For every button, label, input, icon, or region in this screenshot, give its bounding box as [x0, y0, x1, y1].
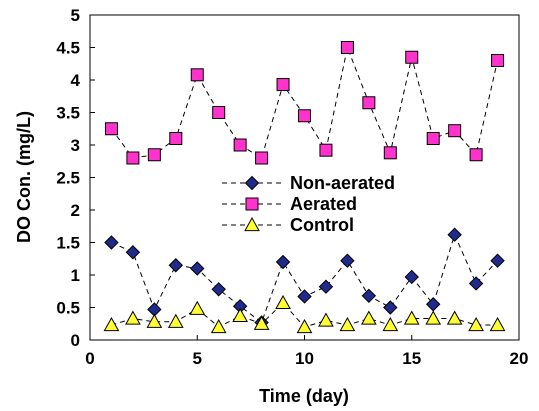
y-tick-label: 1 — [71, 266, 80, 285]
data-point — [189, 300, 206, 315]
data-point — [296, 318, 313, 334]
legend-marker — [245, 197, 259, 211]
data-point — [147, 148, 161, 162]
legend-item: Aerated — [222, 194, 357, 214]
y-tick-label: 3.5 — [56, 104, 80, 123]
data-point — [426, 132, 440, 145]
legend-item: Control — [222, 215, 354, 235]
data-point — [447, 227, 462, 242]
series-layer — [103, 41, 506, 334]
y-tick-label: 1.5 — [56, 234, 80, 253]
data-point — [125, 310, 141, 325]
data-point — [211, 282, 226, 297]
data-point — [255, 151, 269, 165]
y-tick-label: 0 — [71, 331, 80, 350]
data-point — [276, 78, 290, 92]
data-point — [469, 148, 483, 162]
y-tick-label: 4.5 — [56, 39, 80, 58]
data-point — [491, 54, 505, 67]
data-point — [425, 310, 442, 325]
data-point — [403, 310, 420, 325]
axis-layer: 0 5 10 15 20 0 0.5 1 1.5 2 2.5 3 3.5 4 4.5 5 — [56, 6, 528, 368]
data-point — [490, 253, 505, 268]
data-point — [190, 261, 205, 276]
series-aerated — [104, 41, 505, 165]
y-tick-label: 3 — [71, 136, 80, 155]
y-tick-label: 2 — [71, 201, 80, 220]
data-point — [168, 258, 184, 273]
data-point — [340, 253, 355, 268]
x-tick-label: 20 — [510, 349, 529, 368]
data-point — [275, 294, 291, 310]
data-point — [448, 124, 462, 138]
x-tick-label: 0 — [85, 349, 94, 368]
data-point — [361, 288, 377, 304]
data-point — [340, 41, 354, 54]
data-point — [167, 313, 184, 328]
y-axis-title: DO Con. (mg/L) — [14, 111, 34, 243]
data-point — [404, 269, 419, 285]
data-point — [382, 317, 399, 332]
data-point — [339, 317, 356, 332]
data-point — [146, 313, 163, 328]
legend-label: Control — [290, 215, 354, 235]
data-point — [233, 138, 247, 152]
data-point — [103, 317, 120, 332]
data-point — [210, 318, 227, 334]
data-point — [383, 146, 397, 160]
y-tick-label: 0.5 — [56, 299, 80, 318]
data-point — [125, 245, 141, 260]
legend-label: Non-aerated — [290, 173, 395, 193]
legend-label: Aerated — [290, 194, 357, 214]
x-tick-label: 10 — [295, 349, 314, 368]
data-point — [446, 310, 463, 325]
data-point — [253, 315, 270, 330]
data-point — [361, 310, 377, 325]
data-point — [405, 50, 419, 64]
data-point — [104, 122, 118, 136]
data-point — [212, 106, 226, 119]
data-point — [126, 151, 140, 165]
data-point — [297, 289, 312, 304]
legend-item: Non-aerated — [222, 173, 395, 193]
data-point — [468, 276, 484, 291]
data-point — [190, 68, 204, 82]
x-tick-label: 15 — [402, 349, 421, 368]
data-point — [362, 96, 376, 110]
data-point — [169, 132, 183, 145]
x-tick-label: 5 — [193, 349, 202, 368]
data-point — [468, 317, 484, 332]
data-point — [489, 317, 506, 332]
data-point — [298, 109, 311, 123]
data-point — [275, 254, 291, 270]
y-tick-label: 4 — [71, 71, 81, 90]
x-axis-title: Time (day) — [259, 386, 349, 406]
series-control — [103, 294, 506, 334]
data-point — [383, 300, 398, 315]
data-point — [319, 143, 333, 157]
data-point — [318, 279, 334, 294]
legend-marker — [244, 216, 260, 232]
y-tick-label: 2.5 — [56, 169, 80, 188]
y-tick-label: 5 — [71, 6, 80, 25]
data-point — [318, 312, 334, 327]
legend-marker — [244, 175, 260, 191]
data-point — [104, 235, 119, 250]
plot-area — [89, 14, 520, 341]
data-point — [232, 307, 248, 323]
